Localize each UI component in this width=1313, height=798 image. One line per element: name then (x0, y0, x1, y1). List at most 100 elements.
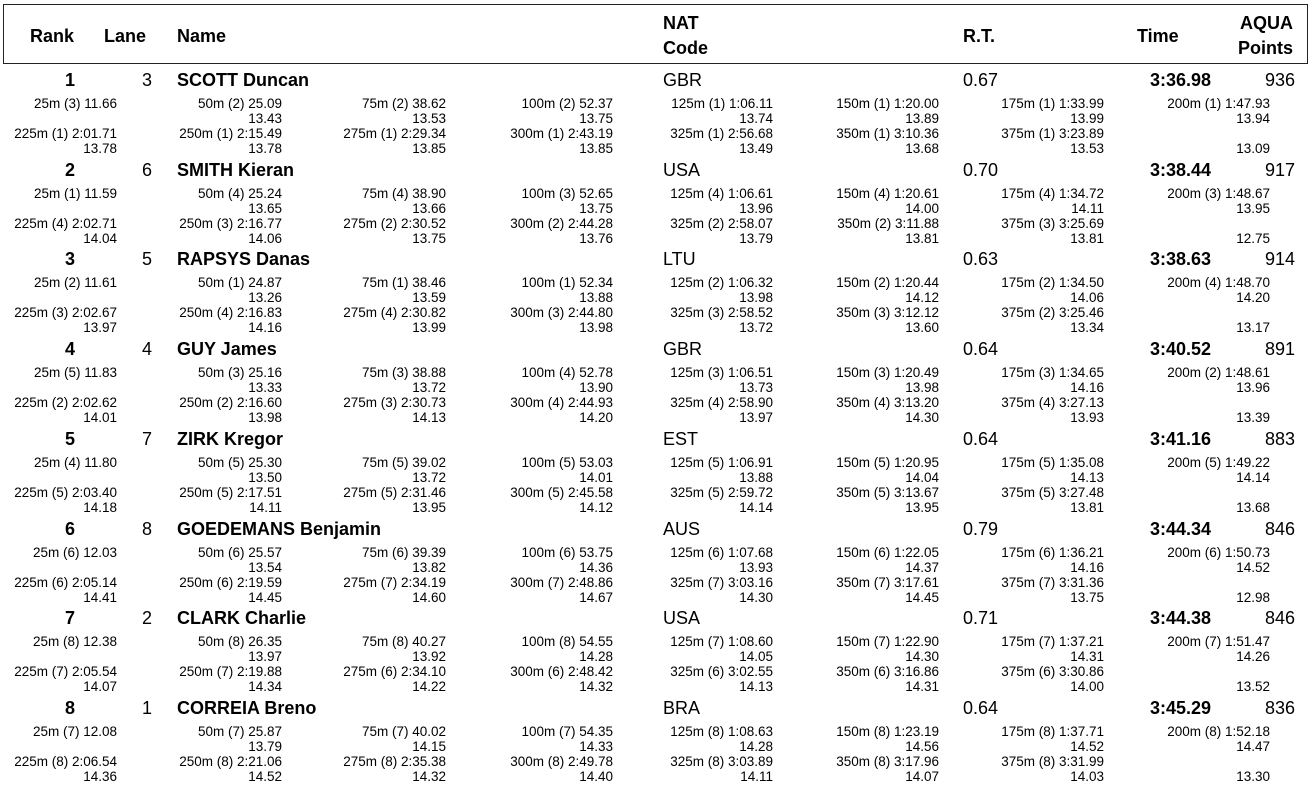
split-lap: 13.96 (1236, 380, 1270, 396)
final-time: 3:44.34 (1149, 518, 1211, 539)
split-lap: 14.06 (248, 230, 282, 246)
split-time: 300m (8) 2:49.78 (510, 753, 613, 769)
split-time: 75m (6) 39.39 (361, 544, 446, 560)
split-lap: 13.66 (412, 200, 446, 216)
rank: 7 (64, 608, 75, 629)
aqua-points: 883 (1264, 428, 1295, 449)
athlete-name: CORREIA Breno (177, 697, 317, 718)
split-time: 100m (7) 54.35 (521, 723, 613, 739)
split-lap: 14.16 (248, 320, 282, 336)
rank: 6 (64, 518, 75, 539)
split-lap: 13.95 (1236, 200, 1270, 216)
aqua-points: 846 (1264, 518, 1295, 539)
split-time: 325m (3) 2:58.52 (670, 305, 773, 321)
split-lap: 13.74 (739, 111, 773, 126)
split-time: 125m (4) 1:06.61 (670, 185, 773, 201)
split-time: 325m (7) 3:03.16 (670, 574, 773, 590)
split-time: 300m (3) 2:44.80 (510, 305, 613, 321)
split-time: 225m (6) 2:05.14 (14, 574, 117, 590)
split-time: 250m (7) 2:19.88 (179, 664, 282, 680)
split-lap: 14.52 (1236, 559, 1270, 575)
split-lap: 14.13 (412, 410, 446, 426)
split-time: 75m (5) 39.02 (361, 454, 446, 470)
split-time: 350m (7) 3:17.61 (836, 574, 939, 590)
split-time: 275m (1) 2:29.34 (343, 126, 446, 141)
split-time: 375m (7) 3:31.36 (1001, 574, 1104, 590)
split-lap: 14.00 (905, 200, 939, 216)
split-lap: 14.13 (1070, 469, 1104, 485)
split-lap: 14.11 (1071, 200, 1104, 216)
split-time: 225m (1) 2:01.71 (14, 126, 117, 141)
split-lap: 13.73 (739, 380, 773, 396)
rank: 2 (64, 159, 75, 180)
split-lap: 14.34 (248, 679, 282, 695)
split-time: 275m (2) 2:30.52 (343, 215, 446, 231)
split-lap: 14.20 (579, 410, 613, 426)
split-lap: 13.72 (739, 320, 773, 336)
nat-code: USA (663, 608, 701, 629)
split-time: 275m (3) 2:30.73 (343, 395, 446, 411)
split-time: 125m (8) 1:08.63 (670, 723, 773, 739)
aqua-points: 846 (1264, 608, 1295, 629)
header-rank: Rank (30, 26, 75, 46)
athlete-name: SMITH Kieran (177, 159, 295, 180)
split-time: 200m (7) 1:51.47 (1167, 634, 1270, 650)
header-nat: NAT (663, 13, 699, 33)
rank: 8 (64, 697, 75, 718)
result-row: 1 3 SCOTT Duncan GBR 0.67 3:36.98 936 25m (3) 1… (0, 68, 1313, 158)
split-lap: 13.81 (905, 230, 939, 246)
split-lap: 14.45 (248, 589, 282, 605)
split-time: 375m (6) 3:30.86 (1001, 664, 1104, 680)
split-time: 225m (3) 2:02.67 (14, 305, 117, 321)
split-lap: 14.16 (1070, 380, 1104, 396)
split-lap: 13.81 (1070, 230, 1104, 246)
split-lap: 13.96 (739, 200, 773, 216)
split-time: 375m (2) 3:25.46 (1001, 305, 1104, 321)
rank: 4 (64, 339, 75, 360)
split-lap: 13.75 (1070, 589, 1104, 605)
aqua-points: 936 (1264, 70, 1295, 90)
aqua-points: 914 (1264, 249, 1295, 270)
split-time: 50m (8) 26.35 (197, 634, 282, 650)
rank: 1 (64, 70, 75, 90)
nat-code: AUS (663, 518, 701, 539)
split-lap: 13.72 (412, 380, 446, 396)
split-lap: 13.26 (248, 290, 282, 306)
split-time: 150m (6) 1:22.05 (836, 544, 939, 560)
split-time: 200m (1) 1:47.93 (1167, 96, 1270, 111)
reaction-time: 0.63 (963, 249, 999, 270)
split-time: 175m (6) 1:36.21 (1001, 544, 1104, 560)
split-lap: 14.11 (249, 499, 282, 515)
result-row: 5 7 ZIRK Kregor EST 0.64 3:41.16 883 25m (4) 11… (0, 427, 1313, 517)
split-lap: 13.52 (1236, 679, 1270, 695)
split-lap: 14.04 (905, 469, 939, 485)
split-time: 75m (1) 38.46 (361, 275, 446, 291)
lane: 8 (141, 518, 152, 539)
nat-code: EST (663, 428, 699, 449)
split-lap: 14.04 (83, 230, 117, 246)
lane: 4 (141, 339, 152, 360)
split-lap: 14.12 (905, 290, 939, 306)
result-row: 4 4 GUY James GBR 0.64 3:40.52 891 25m (5) 11.8… (0, 337, 1313, 427)
split-lap: 13.99 (412, 320, 446, 336)
split-time: 125m (6) 1:07.68 (670, 544, 773, 560)
split-lap: 13.76 (579, 230, 613, 246)
lane: 1 (141, 697, 152, 718)
split-time: 100m (3) 52.65 (521, 185, 613, 201)
split-time: 200m (2) 1:48.61 (1167, 365, 1270, 381)
split-lap: 12.98 (1236, 589, 1270, 605)
split-lap: 14.07 (83, 679, 117, 695)
header-rt: R.T. (963, 26, 996, 46)
split-lap: 14.30 (905, 649, 939, 665)
split-time: 25m (5) 11.83 (33, 365, 117, 381)
split-lap: 14.32 (412, 768, 446, 784)
athlete-name: GUY James (177, 339, 277, 360)
split-time: 250m (5) 2:17.51 (179, 484, 282, 500)
split-lap: 14.06 (1070, 290, 1104, 306)
split-time: 125m (3) 1:06.51 (670, 365, 773, 381)
split-time: 300m (5) 2:45.58 (510, 484, 613, 500)
split-lap: 13.85 (579, 141, 613, 156)
split-lap: 13.59 (412, 290, 446, 306)
nat-code: USA (663, 159, 701, 180)
split-lap: 13.54 (248, 559, 282, 575)
